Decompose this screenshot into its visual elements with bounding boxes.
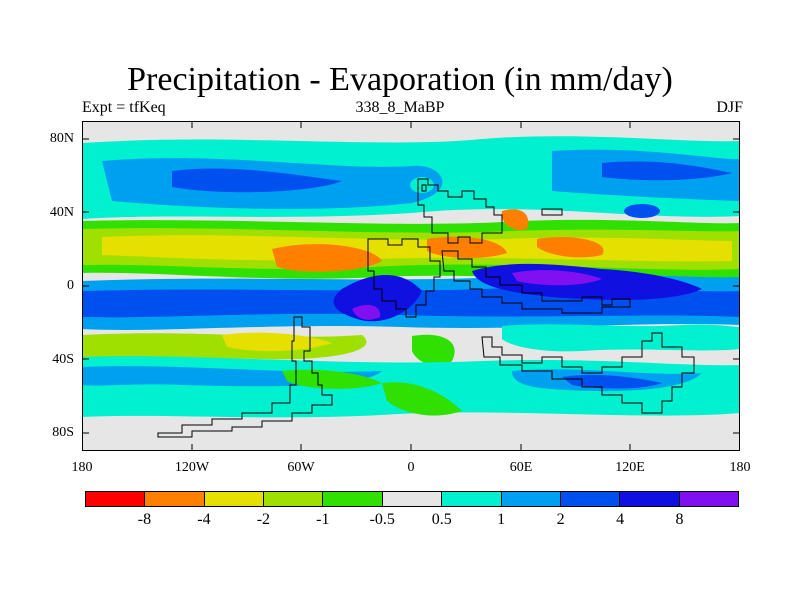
colorbar-label: 4 — [616, 511, 625, 528]
coastline — [157, 316, 333, 438]
lat-tick-label: 40N — [49, 205, 74, 220]
colorbar-label: -4 — [197, 511, 211, 528]
lon-tick-label: 60W — [287, 460, 315, 475]
season-label: DJF — [716, 99, 743, 116]
contour-band — [512, 270, 602, 286]
coastline — [481, 332, 695, 414]
coastline-outlines — [157, 178, 695, 438]
contour-band — [172, 168, 342, 193]
contour-band — [427, 236, 507, 259]
colorbar-label: 0.5 — [431, 511, 452, 528]
coastline — [441, 250, 631, 314]
lat-tick-label: 0 — [67, 278, 74, 293]
contour-band — [501, 209, 529, 230]
colorbar-label: 2 — [556, 511, 565, 528]
colorbar-swatch — [264, 492, 324, 506]
contour-band — [282, 369, 382, 389]
colorbar-swatch — [620, 492, 680, 506]
contour-band — [562, 374, 662, 389]
contour-band — [624, 204, 660, 218]
colorbar-swatch — [86, 492, 146, 506]
tick-marks — [82, 121, 740, 451]
lon-tick-label: 180 — [71, 460, 93, 475]
contour-band — [82, 420, 740, 451]
colorbar-label: -1 — [316, 511, 330, 528]
colorbar-swatch — [145, 492, 205, 506]
lat-tick-label: 80N — [49, 131, 74, 146]
lon-tick-label: 180 — [729, 460, 751, 475]
contour-band — [272, 244, 382, 272]
colorbar-label: -8 — [137, 511, 152, 528]
colorbar-swatch — [560, 492, 621, 506]
lon-tick-label: 0 — [407, 460, 415, 475]
contour-band — [222, 332, 332, 352]
colorbar-label: 1 — [497, 511, 506, 528]
age-label: 338_8_MaBP — [355, 99, 445, 116]
contour-band — [602, 161, 732, 181]
experiment-label: Expt = tfKeq — [82, 99, 166, 116]
lon-tick-label: 60E — [509, 460, 533, 475]
colorbar-swatch — [382, 492, 443, 506]
map-panel — [82, 121, 740, 451]
coastline — [367, 238, 441, 318]
lat-tick-label: 80S — [52, 425, 74, 440]
lat-tick-label: 40S — [52, 352, 74, 367]
lon-tick-label: 120E — [615, 460, 645, 475]
colorbar-label: 8 — [675, 511, 684, 528]
colorbar-swatch — [204, 492, 265, 506]
colorbar-label: -0.5 — [369, 511, 395, 528]
coastline — [421, 184, 427, 192]
colorbar — [85, 491, 739, 507]
lon-tick-label: 120W — [174, 460, 210, 475]
colorbar-label: -2 — [256, 511, 271, 528]
contour-band — [412, 334, 455, 366]
colorbar-swatch — [442, 492, 502, 506]
colorbar-swatch — [501, 492, 561, 506]
plot-title: Precipitation - Evaporation (in mm/day) — [127, 61, 673, 98]
colorbar-swatch — [679, 492, 738, 506]
contour-band — [537, 236, 604, 258]
contour-map — [82, 121, 740, 451]
coastline — [417, 178, 503, 244]
coastline — [541, 208, 563, 216]
colorbar-swatch — [323, 492, 383, 506]
contour-band — [352, 304, 381, 320]
contour-band — [382, 382, 462, 416]
contour-band — [502, 324, 740, 352]
